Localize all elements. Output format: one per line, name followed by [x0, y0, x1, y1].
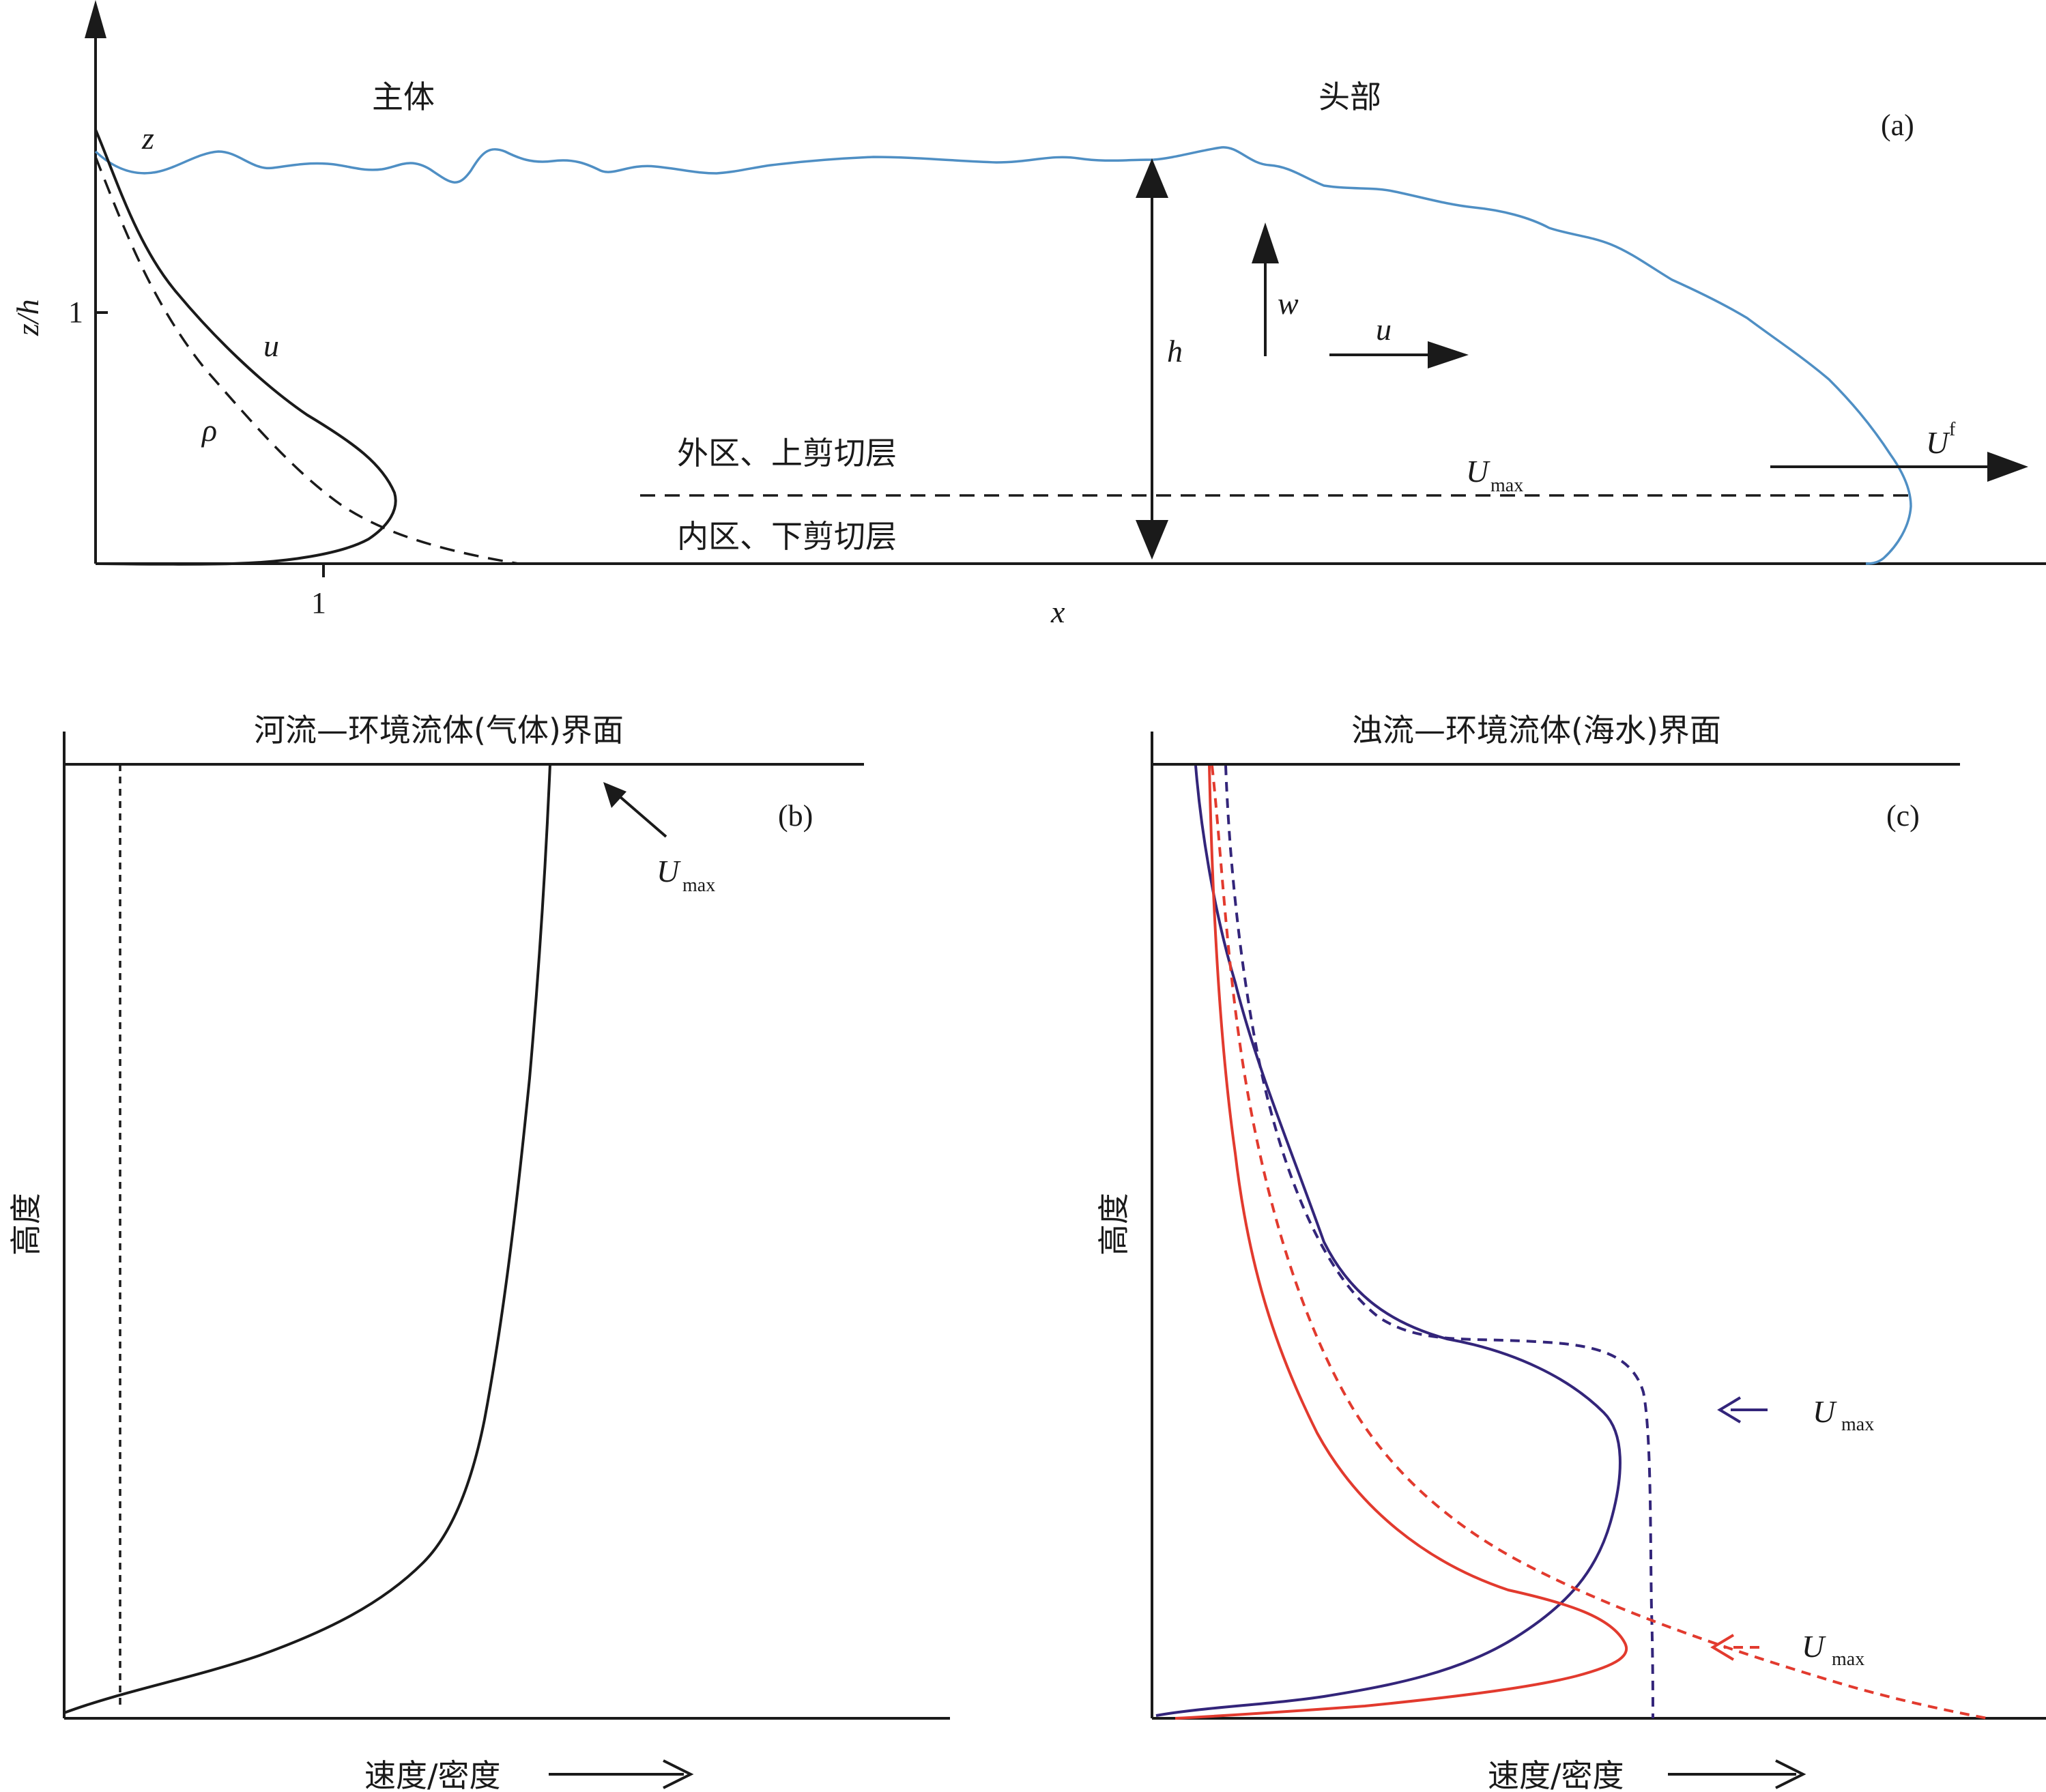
b-velocity-curve [63, 764, 551, 1714]
panel-c-title: 浊流—环境流体(海水)界面 [1351, 712, 1721, 749]
outer-zone-label: 外区、上剪切层 [677, 435, 897, 472]
b-x-axis-arrow-head [663, 1759, 694, 1789]
front-velocity-arrow-head [1987, 452, 2028, 482]
c-red-velocity-curve [1175, 765, 1628, 1720]
c-umax-upper-arrow-head [1717, 1396, 1742, 1424]
b-y-axis-label: 高度 [8, 1193, 44, 1256]
c-y-axis-label: 高度 [1095, 1193, 1132, 1256]
panel-a-label: (a) [1881, 109, 1914, 142]
b-x-axis-label: 速度/密度 [364, 1757, 501, 1792]
rho-profile-curve [94, 156, 519, 565]
panel-b: 河流—环境流体(气体)界面 (b) U max 高度 速度/密度 [8, 712, 950, 1792]
c-umax-lower-arrow-head [1710, 1634, 1735, 1661]
body-label: 主体 [372, 78, 435, 115]
c-x-axis-label: 速度/密度 [1488, 1757, 1624, 1792]
u-arrow-head [1428, 341, 1469, 368]
u-profile-curve [94, 129, 397, 566]
z-tick-1-label: 1 [68, 295, 83, 329]
panel-c: 浊流—环境流体(海水)界面 (c) U max U max 高度 速度/密度 [1095, 712, 2046, 1792]
current-interface-line [94, 146, 1912, 565]
h-arrow-top-head [1136, 158, 1168, 198]
umax-subscript: max [1490, 475, 1523, 496]
w-label: w [1278, 286, 1299, 321]
c-x-axis-arrow-head [1775, 1759, 1806, 1789]
b-umax-arrow-shaft [614, 792, 667, 838]
uf-label: U [1926, 425, 1950, 460]
inner-zone-label: 内区、下剪切层 [677, 518, 897, 555]
head-label: 头部 [1319, 78, 1381, 115]
z-axis-arrowhead [85, 0, 106, 38]
w-arrow-head [1252, 222, 1279, 263]
umax-label: U [1466, 454, 1490, 489]
z-axis-label: z/h [10, 299, 45, 336]
c-umax-upper-subscript: max [1841, 1414, 1874, 1435]
c-umax-lower-subscript: max [1832, 1649, 1864, 1670]
b-umax-arrow-head [603, 782, 626, 808]
c-umax-lower-label: U [1802, 1629, 1826, 1664]
x-axis-label: x [1050, 594, 1065, 629]
u-arrow-label: u [1376, 312, 1392, 347]
rho-profile-label: ρ [201, 413, 217, 448]
uf-superscript: f [1949, 419, 1956, 440]
x-tick-1-label: 1 [311, 586, 326, 620]
c-red-density-curve [1211, 765, 1988, 1720]
panel-c-label: (c) [1886, 799, 1920, 833]
u-profile-label: u [263, 328, 279, 363]
h-label: h [1167, 334, 1183, 368]
panel-b-label: (b) [778, 799, 813, 833]
c-purple-velocity-curve [1155, 765, 1622, 1717]
h-arrow-bottom-head [1136, 520, 1168, 560]
c-purple-density-curve [1224, 765, 1654, 1719]
panel-b-title: 河流—环境流体(气体)界面 [254, 712, 624, 749]
profile-top-label: z [141, 121, 154, 156]
b-umax-subscript: max [682, 875, 715, 896]
c-umax-upper-label: U [1813, 1394, 1837, 1429]
b-umax-label: U [657, 854, 681, 888]
panel-a: 1 1 z/h x 主体 头部 (a) h w u U f [10, 0, 2046, 629]
